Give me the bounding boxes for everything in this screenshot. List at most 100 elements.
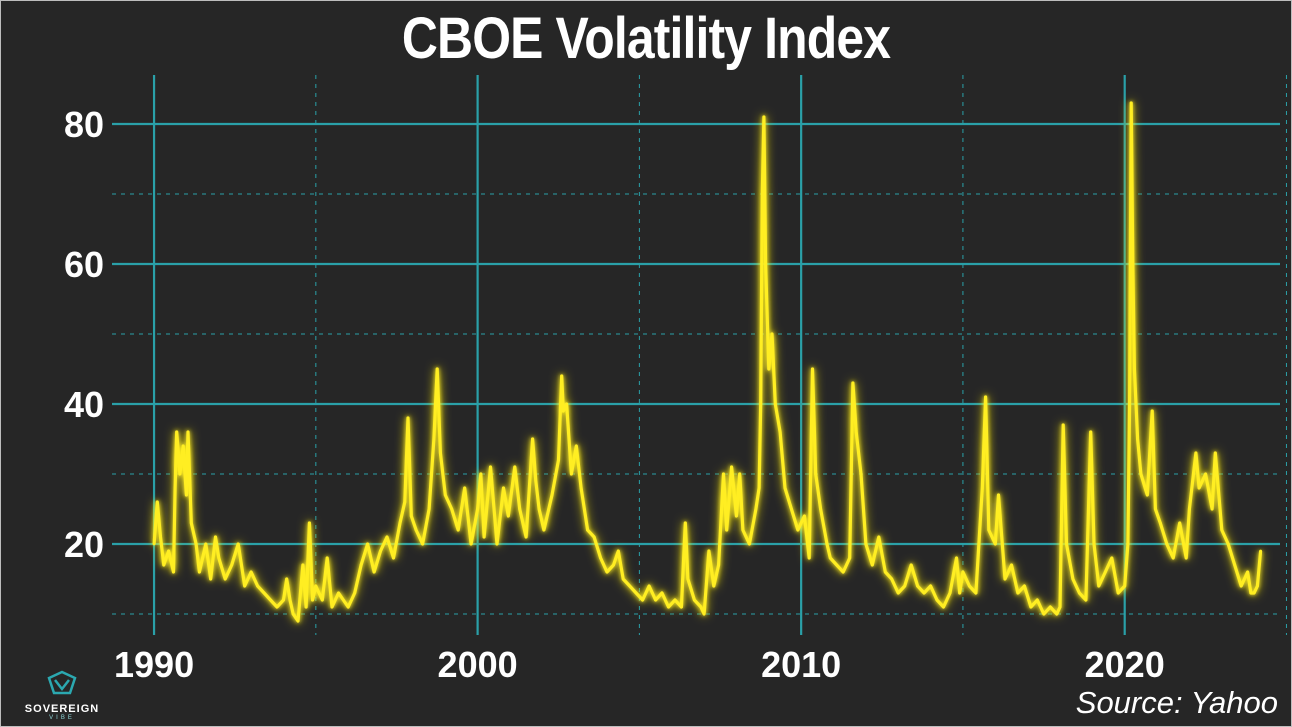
vix-data-point xyxy=(439,451,442,455)
vix-data-point xyxy=(427,507,431,511)
vix-data-point xyxy=(935,598,939,602)
vix-data-point xyxy=(173,486,177,490)
vix-data-point xyxy=(693,598,696,602)
vix-data-point xyxy=(1042,612,1046,616)
vix-data-point xyxy=(890,577,894,581)
vix-data-point xyxy=(223,577,227,581)
vix-data-point xyxy=(1204,472,1207,476)
vix-data-point xyxy=(178,472,182,476)
vix-data-point xyxy=(366,542,369,546)
vix-data-point xyxy=(984,395,987,399)
vix-data-point xyxy=(1171,556,1175,560)
vix-data-point xyxy=(1003,577,1007,581)
vix-data-point xyxy=(379,549,382,553)
vix-data-point xyxy=(725,528,729,532)
vix-data-point xyxy=(1092,542,1096,546)
vix-data-point xyxy=(1226,542,1230,546)
vix-data-point xyxy=(877,535,881,539)
vix-data-point xyxy=(217,556,221,560)
vix-data-point xyxy=(599,556,602,560)
vix-data-point xyxy=(155,500,159,504)
vix-data-point xyxy=(1023,584,1026,588)
vix-data-point xyxy=(1061,423,1065,427)
vix-data-point xyxy=(1178,521,1182,525)
vix-data-point xyxy=(605,570,609,574)
vix-data-point xyxy=(586,528,589,532)
vix-data-point xyxy=(1150,409,1154,413)
vix-data-point xyxy=(162,563,166,567)
vix-data-point xyxy=(579,486,583,490)
vix-data-point xyxy=(236,542,240,546)
vix-data-point xyxy=(285,577,289,581)
x-tick-label: 2010 xyxy=(761,644,841,685)
vix-data-point xyxy=(1249,591,1253,595)
source-label: Source: Yahoo xyxy=(1075,685,1278,720)
vix-data-point xyxy=(1131,262,1135,266)
vix-data-point xyxy=(372,570,376,574)
vix-data-point xyxy=(531,437,534,441)
vix-data-point xyxy=(570,472,573,476)
vix-data-point xyxy=(159,535,162,539)
vix-data-point xyxy=(848,556,852,560)
vix-data-point xyxy=(537,507,541,511)
vix-data-point xyxy=(770,332,774,336)
vix-data-point xyxy=(204,542,208,546)
vix-data-point xyxy=(337,591,340,595)
logo-subtext: VIBE xyxy=(49,715,75,721)
vix-data-point xyxy=(1048,605,1052,609)
vix-data-point xyxy=(421,542,424,546)
vix-data-point xyxy=(987,528,991,532)
vix-data-point xyxy=(819,507,822,511)
vix-data-point xyxy=(796,528,800,532)
vix-data-point xyxy=(807,556,811,560)
vix-data-point xyxy=(518,507,522,511)
vix-data-point xyxy=(194,542,198,546)
vix-data-point xyxy=(854,430,858,434)
vix-data-point xyxy=(269,598,272,602)
vix-data-point xyxy=(730,465,733,469)
vix-data-point xyxy=(479,472,483,476)
vix-data-point xyxy=(1016,591,1020,595)
vix-data-point xyxy=(735,514,738,518)
vix-data-point xyxy=(1220,528,1224,532)
vix-data-point xyxy=(712,584,716,588)
vix-data-point xyxy=(152,542,156,546)
vix-data-point xyxy=(1154,507,1157,511)
vix-data-point xyxy=(883,570,887,574)
vix-data-point xyxy=(980,486,984,490)
vix-data-point xyxy=(754,507,758,511)
vix-data-point xyxy=(167,549,171,553)
vix-data-point xyxy=(392,556,395,560)
vix-data-point xyxy=(186,430,190,434)
vix-data-point xyxy=(463,486,467,490)
vix-data-point xyxy=(909,563,913,567)
vix-data-point xyxy=(1029,605,1033,609)
y-tick-label: 40 xyxy=(64,384,104,425)
vix-data-point xyxy=(1123,584,1127,588)
label-layer: 20 40 60 80 1990 2000 2010 2020 xyxy=(64,104,1165,685)
vix-data-point xyxy=(958,591,962,595)
vix-data-point xyxy=(767,367,771,371)
vix-data-point xyxy=(330,605,334,609)
vix-data-point xyxy=(1233,563,1237,567)
vix-data-point xyxy=(903,584,907,588)
vix-data-point xyxy=(414,528,418,532)
vix-data-point xyxy=(198,570,201,574)
logo-text: SOVEREIGN xyxy=(24,703,100,715)
vix-data-point xyxy=(282,598,285,602)
vix-data-point xyxy=(667,605,670,609)
vix-data-point xyxy=(476,507,479,511)
vix-data-point xyxy=(896,591,900,595)
vix-data-point xyxy=(1239,584,1243,588)
vix-data-point xyxy=(968,584,971,588)
vix-data-point xyxy=(1194,451,1198,455)
vix-data-point xyxy=(1110,556,1114,560)
vix-data-point xyxy=(717,563,720,567)
vix-data-point xyxy=(262,591,266,595)
vix-data-point xyxy=(1133,367,1136,371)
vix-data-point xyxy=(722,472,725,476)
vix-data-point xyxy=(1158,521,1162,525)
vix-data-point xyxy=(443,493,447,497)
y-tick-label: 80 xyxy=(64,104,104,145)
vix-data-point xyxy=(296,619,300,623)
